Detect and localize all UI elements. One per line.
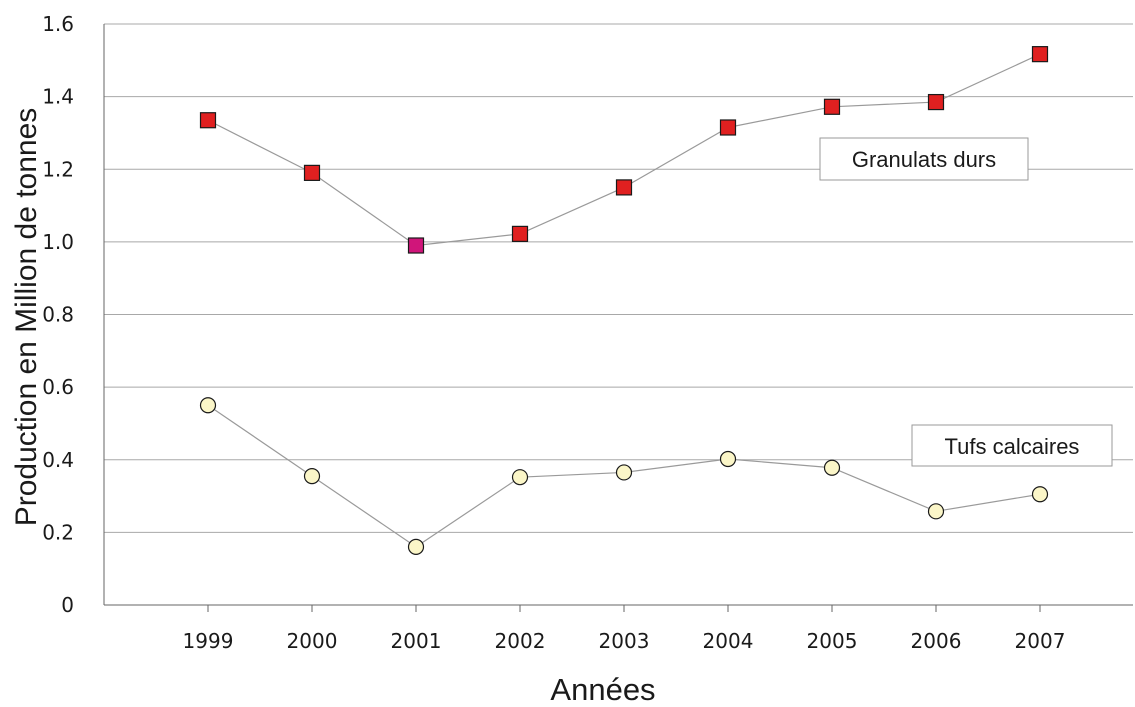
legend-text: Tufs calcaires	[945, 434, 1080, 459]
y-tick-label: 0.4	[42, 448, 74, 472]
y-tick-label: 0	[61, 593, 74, 617]
data-point-circle	[823, 459, 841, 476]
tick-labels: 0 0.2 0.4 0.6 0.8 1.0 1.2 1.4 1.6 1999 2000 2001 200…	[42, 12, 1065, 653]
x-tick-label: 2007	[1015, 629, 1066, 653]
y-tick-label: 0.6	[42, 375, 74, 399]
data-point-circle	[615, 464, 633, 481]
legend-text: Granulats durs	[852, 147, 996, 172]
x-tick-label: 2005	[807, 629, 858, 653]
data-point-circle	[927, 503, 945, 520]
legend-box	[819, 137, 1029, 181]
x-tick-label: 2001	[391, 629, 442, 653]
data-point-circle	[303, 467, 321, 485]
data-point-square	[927, 93, 945, 111]
y-tick-label: 1.6	[42, 12, 74, 36]
y-tick-label: 1.4	[42, 85, 74, 109]
data-point-circle	[511, 469, 529, 486]
y-axis-title: Production en Million de tonnes	[10, 108, 43, 527]
data-point-square	[511, 225, 529, 242]
x-tick-label: 2003	[599, 629, 650, 653]
data-point-square	[615, 179, 633, 196]
legend-label-tufs: Tufs calcaires	[911, 424, 1113, 467]
legend-label-granulats: Granulats durs	[819, 137, 1029, 181]
data-point-circle	[719, 450, 737, 468]
data-point-circle	[1031, 486, 1049, 503]
data-point-square	[719, 119, 737, 136]
data-point-square	[199, 112, 217, 129]
axes	[103, 24, 1133, 612]
data-point-square	[823, 98, 841, 115]
y-tick-label: 0.8	[42, 303, 74, 327]
series-markers	[199, 46, 1049, 556]
data-point-square	[1031, 46, 1049, 63]
x-tick-label: 2006	[911, 629, 962, 653]
x-tick-label: 1999	[183, 629, 234, 653]
y-tick-label: 1.2	[42, 157, 74, 181]
data-point-square	[407, 237, 425, 254]
x-tick-label: 2004	[703, 629, 754, 653]
data-point-circle	[199, 397, 217, 414]
y-tick-label: 1.0	[42, 230, 74, 254]
x-tick-label: 2000	[287, 629, 338, 653]
gridlines	[104, 23, 1133, 533]
x-tick-label: 2002	[495, 629, 546, 653]
data-point-circle	[407, 538, 425, 556]
legend-box	[911, 424, 1113, 467]
y-tick-label: 0.2	[42, 520, 74, 544]
data-point-square	[303, 164, 321, 181]
x-axis-title: Années	[550, 672, 655, 707]
